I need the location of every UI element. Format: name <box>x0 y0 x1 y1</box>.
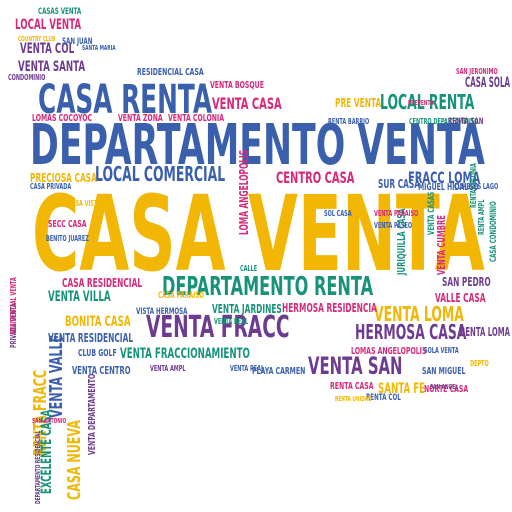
word-cloud-word: LOMAS COCOYOC <box>32 113 93 124</box>
word-cloud-word: DEPTO <box>470 359 489 368</box>
word-cloud-word: BENITO JUAREZ <box>46 234 89 243</box>
word-cloud-word: SAN JUAN <box>62 37 93 47</box>
word-cloud-word: DEPARTAMENTO RESIDENCIAL <box>34 430 42 504</box>
word-cloud-word: RENTA SAN <box>448 117 484 127</box>
word-cloud-word: CASA VENTA <box>32 173 485 295</box>
word-cloud-word: PRECIOSA CASA <box>30 171 97 185</box>
word-cloud-word: CASA SOLA <box>465 75 510 91</box>
word-cloud-word: CASA VISTA <box>68 199 101 208</box>
word-cloud-word: HERMOSA CASA <box>355 320 467 344</box>
word-cloud-word: RENTA UNIDAD <box>335 395 372 403</box>
word-cloud-word: CALLE <box>240 264 258 273</box>
word-cloud-word: VENTA CASA <box>212 94 282 113</box>
word-cloud-word: RENTA COL <box>366 393 401 403</box>
word-cloud-word: SANTA FE <box>378 381 426 397</box>
word-cloud-word: RENTA AMPL <box>477 199 486 235</box>
word-cloud-word: JURIQUILLA CASA <box>395 208 408 275</box>
word-cloud-word: VENTA PARAISO <box>374 209 419 218</box>
word-cloud-word: CENTRO CASA <box>276 168 355 187</box>
word-cloud-word: SAN JERONIMO <box>456 67 498 76</box>
word-cloud-word: COUNTRY CLUB <box>18 35 56 43</box>
word-cloud-word: VENTA JARDINES <box>212 302 282 316</box>
word-cloud-word: DEPARTAMENTO VENTA <box>30 113 485 178</box>
word-cloud-word: VENTA LOMA <box>374 302 464 326</box>
word-cloud-word: CASA NUEVA <box>64 420 85 500</box>
word-cloud-word: RENTA COLONIA <box>469 163 478 208</box>
word-cloud-word: PREVENTA <box>408 99 434 107</box>
word-cloud-word: LOCAL RENTA <box>380 90 475 114</box>
word-cloud-word: VENTA CASAS <box>427 191 437 235</box>
word-cloud-word: PLAYA CARMEN <box>252 366 306 377</box>
word-cloud-word: CASA PARAISO <box>158 291 205 301</box>
word-cloud-word: VENTA FRACCIONAMIENTO <box>120 346 250 362</box>
word-cloud-word: VALLE CASA <box>435 291 486 305</box>
word-cloud-word: SAN ANGEL <box>430 383 458 391</box>
word-cloud-word: SUR CASA <box>378 177 421 191</box>
word-cloud-word: BONITA CASA <box>65 314 131 330</box>
word-cloud-word: MIGUEL HIDALGO <box>418 182 479 193</box>
word-cloud-word: CUMBRES LAGO <box>454 182 499 191</box>
word-cloud-word: VENTA ZONA <box>118 113 163 124</box>
word-cloud-word: SAN PEDRO <box>442 275 491 289</box>
word-cloud-word: SANTA MARIA <box>82 44 116 52</box>
word-cloud-word: NORTE CASA <box>424 384 469 395</box>
word-cloud-word: VENTA REAL <box>214 317 249 326</box>
word-cloud-word: SOLA VENTA <box>424 346 459 355</box>
word-cloud-word: VENTA COL <box>20 41 75 57</box>
word-cloud-word: VENTA RESIDENCIAL <box>48 331 134 345</box>
word-cloud-word: CASAS VENTA <box>38 7 82 17</box>
word-cloud-word: CLUB GOLF <box>78 348 117 359</box>
word-cloud-word: VENTA DEPARTAMENTO <box>87 373 98 455</box>
word-cloud-word: FRACC LOMA <box>408 168 481 187</box>
word-cloud-word: RENTA CASA <box>330 381 374 392</box>
word-cloud-word: VENTA COLONIA <box>168 113 225 124</box>
word-cloud-word: CASA RENTA <box>38 77 213 123</box>
word-cloud-word: RESIDENCIAL CASA <box>137 67 204 78</box>
word-cloud-word: VENTA VALLE <box>46 334 67 418</box>
word-cloud-word: VENTA REAL <box>230 364 265 373</box>
word-cloud-word: CASA RESIDENCIAL <box>62 276 143 290</box>
word-cloud-word: CASA PRIVADA <box>30 182 72 191</box>
word-cloud-word: VENTA CUMBRE <box>435 215 448 275</box>
word-cloud-word: RENTA LOMA <box>460 325 510 339</box>
word-cloud-word: DEPARTAMENTO RENTA <box>162 272 374 302</box>
word-cloud-word: VENTA BOSQUE <box>210 80 264 91</box>
word-cloud-word: LOMAS ANGELOPOLIS <box>351 346 427 357</box>
word-cloud-word: HERMOSA RESIDENCIA <box>282 301 377 315</box>
word-cloud-word: LOMA ANGELOPOLIS <box>237 149 251 235</box>
word-cloud-word: SECC CASA <box>48 219 87 230</box>
word-cloud-word: VENTA SANTA <box>18 59 86 75</box>
word-cloud-word: SOL CASA <box>324 209 352 218</box>
word-cloud-word: VENTA CENTRO <box>72 364 131 377</box>
word-cloud-word: LOCAL COMERCIAL <box>95 162 226 186</box>
word-cloud-word: SAN MIGUEL <box>422 366 466 377</box>
word-cloud-word: CASA CONDOMINIO <box>489 201 499 262</box>
word-cloud-word: VENTA VILLA <box>48 289 111 305</box>
word-cloud-word: VENTA AMPL <box>150 364 186 373</box>
word-cloud-word: SAN ANTONIO <box>32 417 67 425</box>
word-cloud-word: CENTRO DEPARTAMENTO <box>409 117 479 126</box>
word-cloud-word: RENTA BARRIO <box>328 117 370 126</box>
word-cloud-word: VENTA FRACC <box>146 310 290 345</box>
word-cloud-word: VENTA SAN <box>308 352 403 380</box>
word-cloud-word: VENTA PASEO <box>374 221 413 230</box>
word-cloud-word: VISTA HERMOSA <box>136 307 188 317</box>
word-cloud-word: PRE VENTA <box>335 96 382 110</box>
word-cloud-word: LOCAL VENTA <box>15 17 82 33</box>
word-cloud-word: RESIDENCIAL VENTA <box>9 277 18 334</box>
word-cloud-word: CONDOMINIO <box>8 73 46 82</box>
